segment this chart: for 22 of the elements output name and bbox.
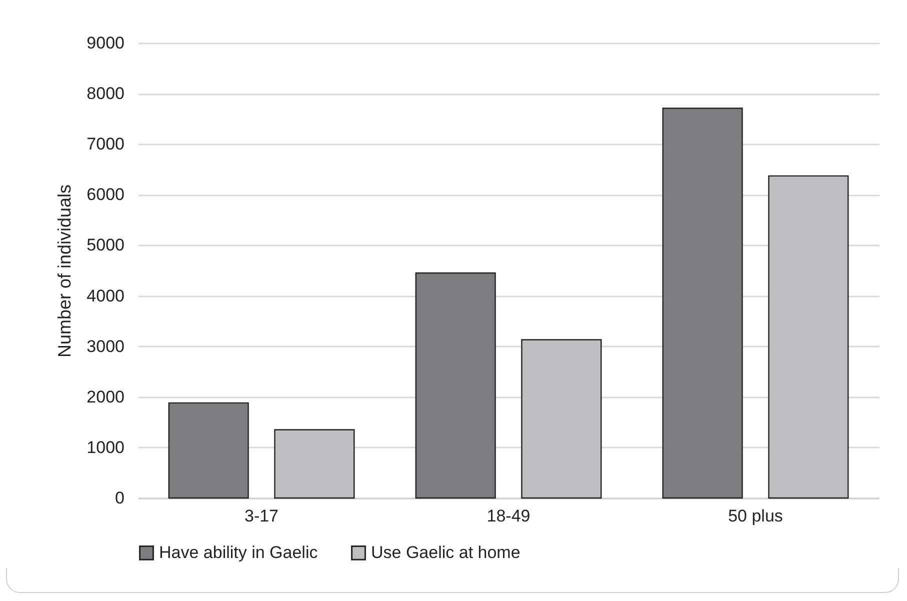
y-tick-label: 5000	[86, 236, 124, 255]
x-tick-label: 18-49	[486, 506, 530, 526]
y-tick-label: 0	[115, 488, 124, 508]
y-tick-label: 8000	[86, 84, 124, 104]
y-tick-label: 9000	[86, 34, 124, 52]
bar	[415, 272, 496, 499]
bar	[662, 108, 743, 499]
bar	[521, 339, 602, 499]
y-tick-label: 2000	[86, 387, 124, 406]
legend-label: Use Gaelic at home	[371, 542, 520, 562]
y-tick-label: 1000	[86, 438, 124, 457]
legend-label: Have ability in Gaelic	[159, 542, 318, 562]
bar	[168, 402, 249, 499]
x-tick-label: 50 plus	[728, 506, 783, 526]
y-tick-label: 7000	[86, 134, 124, 154]
x-tick-label: 3-17	[244, 506, 279, 526]
y-tick-label: 6000	[86, 185, 124, 204]
bar	[768, 175, 849, 499]
y-tick-label: 3000	[86, 336, 124, 356]
bar	[274, 429, 355, 499]
y-tick-label: 4000	[86, 286, 124, 306]
y-axis-title: Number of individuals	[54, 184, 75, 358]
